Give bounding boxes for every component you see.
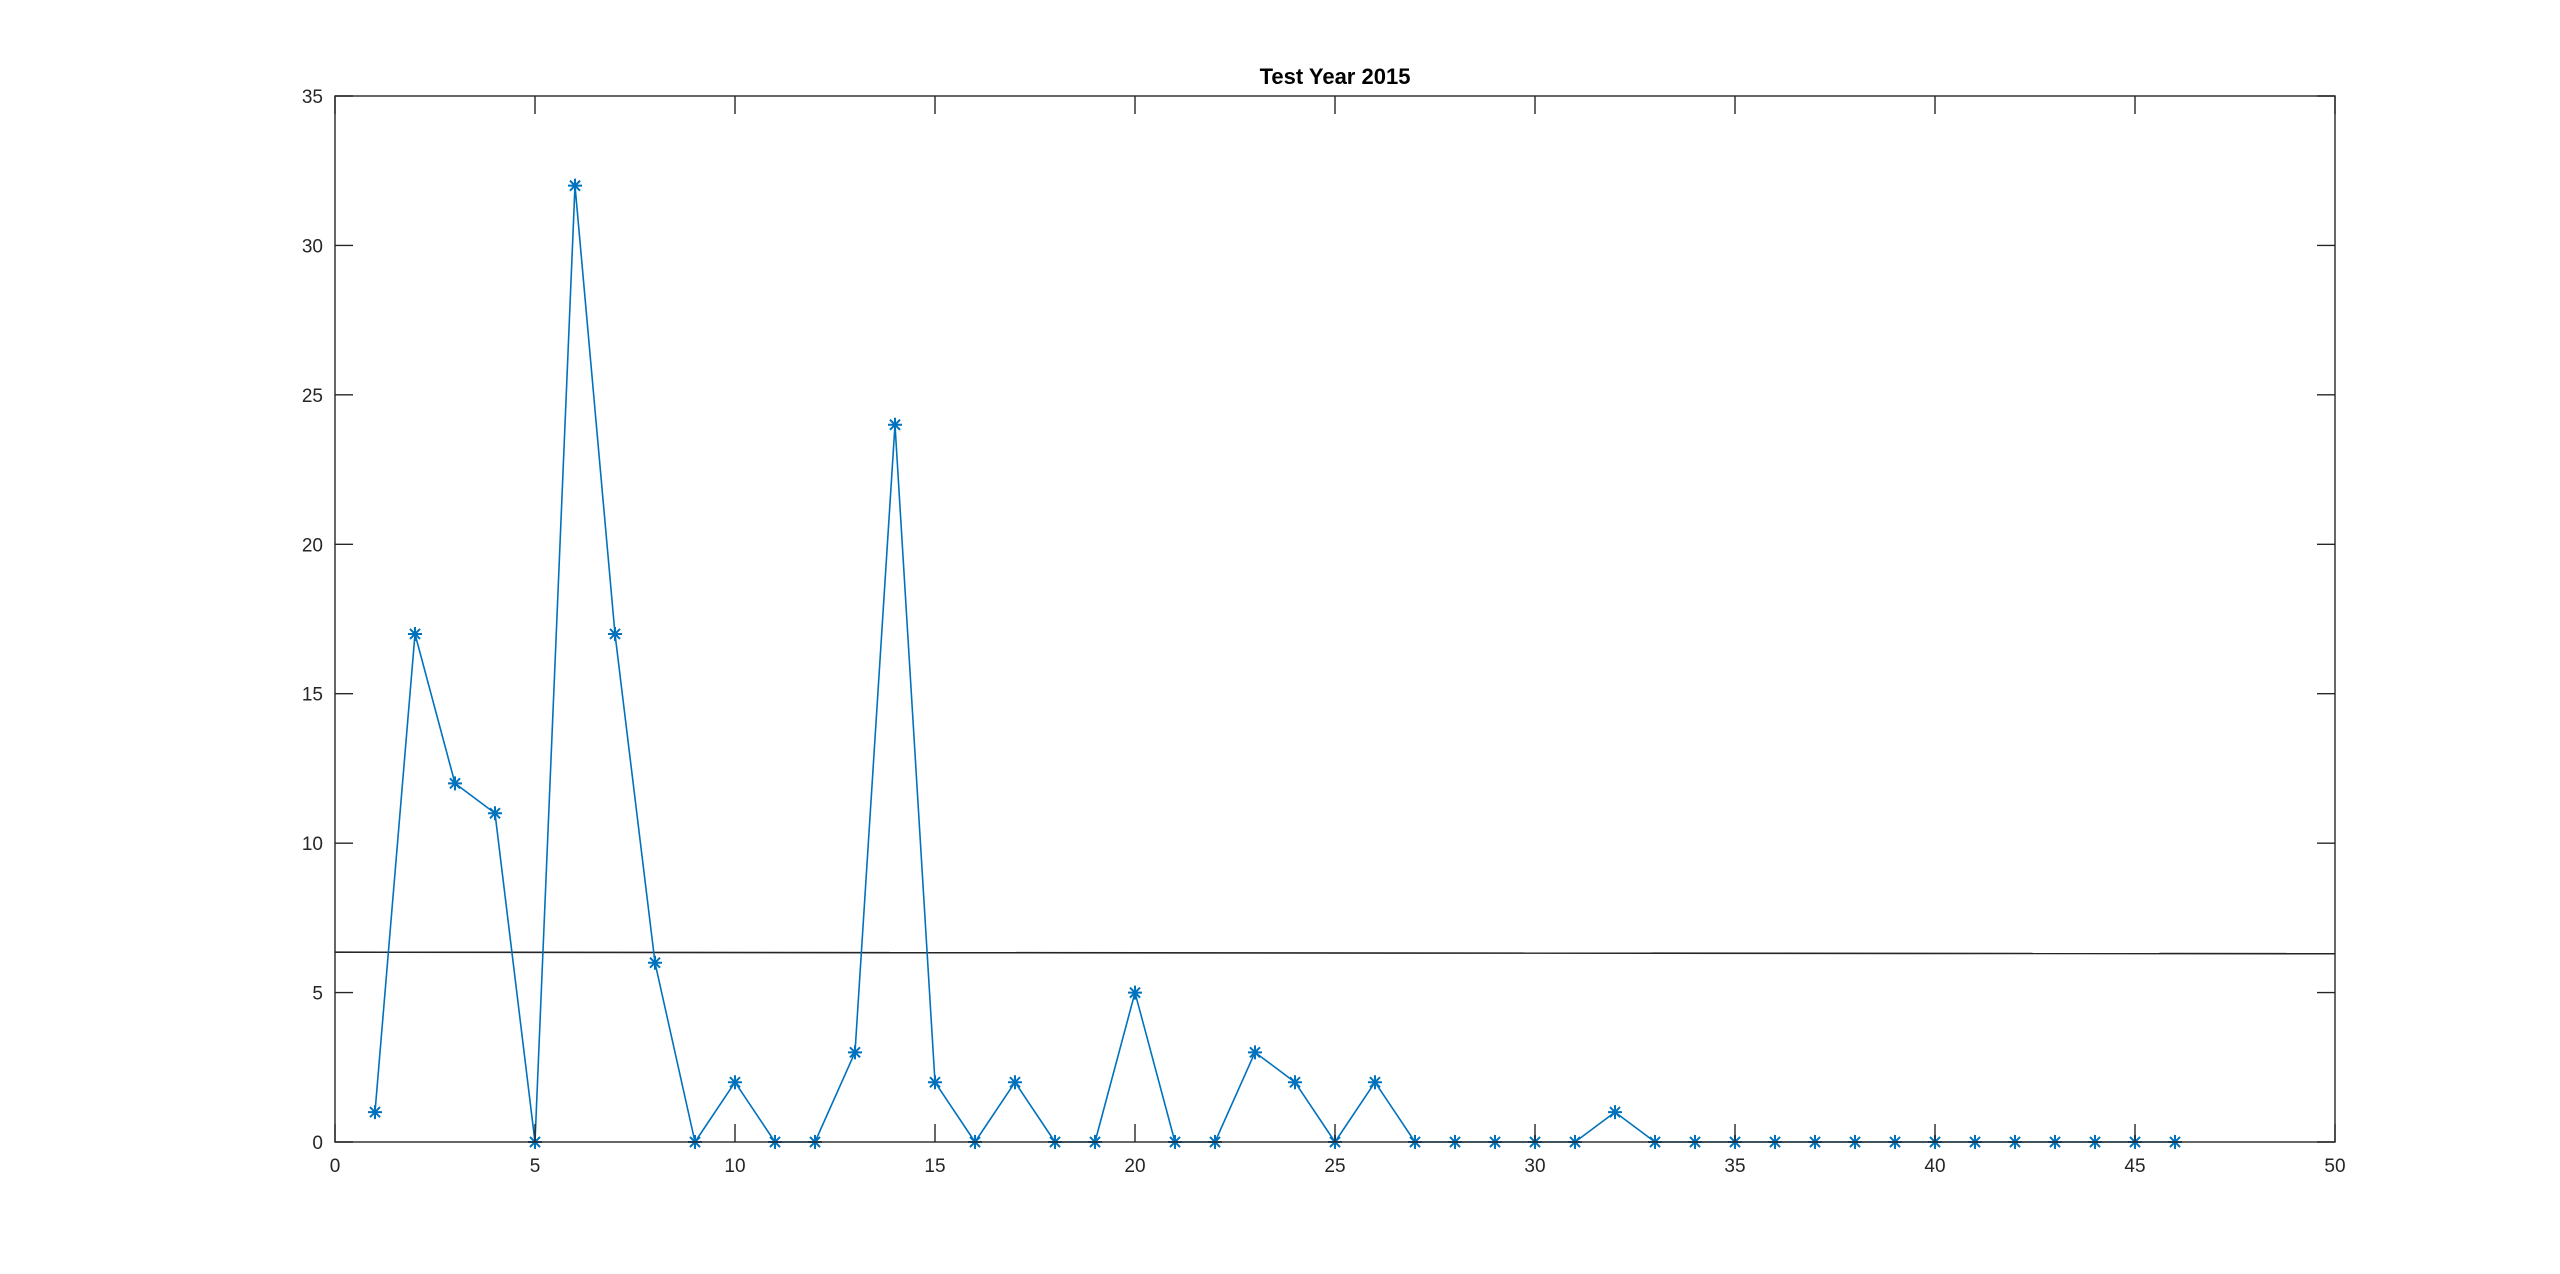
- data-point: [848, 1045, 862, 1060]
- data-point: [1368, 1075, 1382, 1090]
- x-tick-label: 15: [924, 1156, 945, 1177]
- reference-line: [334, 951, 2336, 955]
- data-point: [1008, 1075, 1022, 1090]
- data-point: [888, 417, 902, 432]
- axes-frame: [334, 95, 2336, 1143]
- x-tick-label: 30: [1524, 1156, 1545, 1177]
- x-tick-label: 5: [530, 1156, 541, 1177]
- x-tick-label: 35: [1724, 1156, 1745, 1177]
- y-tick-label: 0: [312, 1133, 323, 1154]
- reference-line-layer: [334, 951, 2336, 955]
- data-point: [408, 626, 422, 641]
- data-point: [1288, 1075, 1302, 1090]
- data-point: [1128, 985, 1142, 1000]
- x-tick-label: 10: [724, 1156, 745, 1177]
- y-tick-label: 5: [312, 984, 323, 1005]
- y-tick-label: 30: [302, 236, 323, 257]
- x-tick-label: 40: [1924, 1156, 1945, 1177]
- data-point: [928, 1075, 942, 1090]
- data-point: [648, 955, 662, 970]
- series-line: [374, 184, 2175, 1143]
- y-tick-label: 10: [302, 834, 323, 855]
- data-point: [1608, 1105, 1622, 1120]
- data-point: [1248, 1045, 1262, 1060]
- axes-box: [334, 95, 2336, 1143]
- data-point: [488, 806, 502, 821]
- data-point: [608, 626, 622, 641]
- x-tick-label: 45: [2124, 1156, 2145, 1177]
- x-tick-label: 50: [2324, 1156, 2345, 1177]
- data-point: [568, 178, 582, 193]
- series-layer: [374, 184, 2175, 1143]
- marker-layer: [368, 178, 2182, 1149]
- y-tick-label: 15: [302, 685, 323, 706]
- data-point: [368, 1105, 382, 1120]
- data-point: [728, 1075, 742, 1090]
- x-tick-label: 0: [330, 1156, 341, 1177]
- x-tick-label: 25: [1324, 1156, 1345, 1177]
- chart-title: Test Year 2015: [1260, 64, 1411, 89]
- y-axis-ticks: 0 5 10 15 20 25 30 35: [302, 87, 2335, 1154]
- x-tick-label: 20: [1124, 1156, 1145, 1177]
- y-tick-label: 25: [302, 386, 323, 407]
- y-tick-label: 20: [302, 535, 323, 556]
- y-tick-label: 35: [302, 87, 323, 108]
- data-point: [448, 776, 462, 791]
- x-axis-ticks: 0 5 10 15 20 25 30 35 40 45 50: [330, 96, 2346, 1177]
